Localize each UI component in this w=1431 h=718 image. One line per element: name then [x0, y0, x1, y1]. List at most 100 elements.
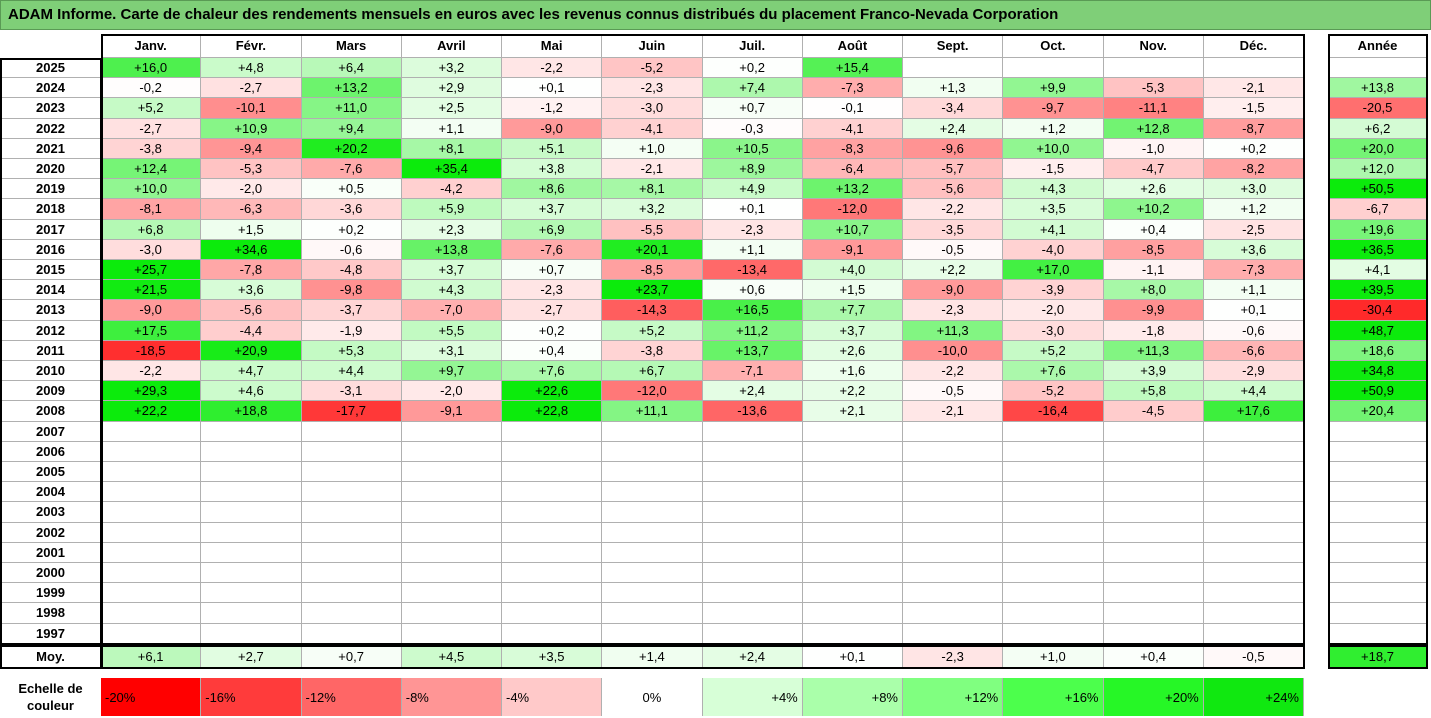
heatmap-cell	[1203, 502, 1304, 523]
heatmap-cell	[201, 441, 302, 462]
heatmap-cell	[903, 462, 1004, 483]
heatmap-cell	[1103, 603, 1204, 624]
year-label: 2000	[0, 563, 101, 584]
heatmap-cell: +7,4	[702, 78, 803, 99]
heatmap-cell	[1003, 421, 1104, 442]
heatmap-cell	[502, 623, 603, 644]
heatmap-cell: -4,2	[401, 179, 502, 200]
heatmap-cell	[502, 502, 603, 523]
heatmap-cell: +4,7	[201, 361, 302, 382]
heatmap-cell: +8,0	[1103, 280, 1204, 301]
heatmap-cell: -10,0	[903, 340, 1004, 361]
heatmap-cell: +9,9	[1003, 78, 1104, 99]
heatmap-cell: +4,4	[1203, 381, 1304, 402]
heatmap-cell	[101, 502, 202, 523]
heatmap-cell: +4,1	[1003, 219, 1104, 240]
heatmap-cell: +12,4	[101, 159, 202, 180]
annual-cell: -20,5	[1328, 98, 1428, 119]
annual-cell	[1328, 502, 1428, 523]
heatmap-cell: -13,6	[702, 401, 803, 422]
heatmap-cell: +4,3	[1003, 179, 1104, 200]
heatmap-cell: +2,6	[802, 340, 903, 361]
heatmap-cell	[903, 623, 1004, 644]
heatmap-cell	[1203, 542, 1304, 563]
year-label: 2025	[0, 58, 101, 79]
heatmap-cell: -1,2	[502, 98, 603, 119]
heatmap-cell: +10,7	[802, 219, 903, 240]
heatmap-cell: +3,8	[502, 159, 603, 180]
heatmap-cell	[201, 603, 302, 624]
heatmap-cell	[401, 563, 502, 584]
heatmap-cell	[802, 421, 903, 442]
heatmap-cell	[1003, 482, 1104, 503]
heatmap-cell: -0,6	[301, 239, 402, 260]
average-cell: +2,4	[702, 645, 803, 669]
heatmap-cell	[301, 441, 402, 462]
heatmap-cell: -2,3	[502, 280, 603, 301]
heatmap-cell: -14,3	[602, 300, 703, 321]
heatmap-cell: -2,2	[903, 361, 1004, 382]
heatmap-cell: +4,0	[802, 260, 903, 281]
heatmap-cell	[702, 542, 803, 563]
heatmap-cell: +35,4	[401, 159, 502, 180]
heatmap-cell: -12,0	[802, 199, 903, 220]
year-label: 2007	[0, 422, 101, 442]
heatmap-cell	[602, 462, 703, 483]
year-label: 2011	[0, 341, 101, 361]
heatmap-cell: -7,6	[301, 159, 402, 180]
annual-cell: +48,7	[1328, 320, 1428, 341]
heatmap-cell: -8,2	[1203, 159, 1304, 180]
heatmap-cell: +15,4	[802, 58, 903, 79]
heatmap-cell	[1003, 58, 1104, 79]
heatmap-cell: +11,0	[301, 98, 402, 119]
heatmap-cell: -3,9	[1003, 280, 1104, 301]
heatmap-cell: -9,1	[401, 401, 502, 422]
heatmap-cell: -2,3	[702, 219, 803, 240]
heatmap-cell: +16,5	[702, 300, 803, 321]
heatmap-cell	[1003, 441, 1104, 462]
heatmap-cell	[903, 482, 1004, 503]
heatmap-cell: +0,5	[301, 179, 402, 200]
heatmap-cell	[401, 441, 502, 462]
heatmap-cell	[802, 441, 903, 462]
heatmap-cell: +2,4	[702, 381, 803, 402]
average-cell: +4,5	[401, 645, 502, 669]
annual-cell: +50,9	[1328, 381, 1428, 402]
heatmap-cell	[903, 522, 1004, 543]
heatmap-cell	[702, 563, 803, 584]
heatmap-cell: +7,6	[1003, 361, 1104, 382]
heatmap-cell: -2,7	[201, 78, 302, 99]
heatmap-cell	[1103, 482, 1204, 503]
heatmap-cell: +22,2	[101, 401, 202, 422]
heatmap-cell: +3,1	[401, 340, 502, 361]
heatmap-cell: +18,8	[201, 401, 302, 422]
heatmap-cell: +4,6	[201, 381, 302, 402]
heatmap-cell	[702, 603, 803, 624]
heatmap-cell	[201, 482, 302, 503]
heatmap-cell	[1103, 583, 1204, 604]
heatmap-cell	[201, 502, 302, 523]
year-label: 2009	[0, 381, 101, 402]
annual-cell: +4,1	[1328, 260, 1428, 281]
heatmap-cell: +25,7	[101, 260, 202, 281]
heatmap-cell	[1203, 522, 1304, 543]
heatmap-cell: +7,7	[802, 300, 903, 321]
heatmap-cell	[602, 603, 703, 624]
month-header: Mai	[502, 34, 603, 58]
heatmap-cell: +6,9	[502, 219, 603, 240]
heatmap-cell: +7,6	[502, 361, 603, 382]
heatmap-cell: +8,6	[502, 179, 603, 200]
heatmap-cell: -5,6	[903, 179, 1004, 200]
heatmap-cell	[1103, 58, 1204, 79]
heatmap-cell	[602, 542, 703, 563]
year-label: 2020	[0, 159, 101, 180]
heatmap-cell: -7,3	[1203, 260, 1304, 281]
year-label: 1997	[0, 624, 101, 644]
year-label: 2008	[0, 401, 101, 422]
heatmap-cell: +2,6	[1103, 179, 1204, 200]
heatmap-cell	[401, 542, 502, 563]
heatmap-cell: -1,0	[1103, 138, 1204, 159]
heatmap-cell: +1,1	[401, 118, 502, 139]
heatmap-cell: +0,7	[502, 260, 603, 281]
heatmap-cell: +9,4	[301, 118, 402, 139]
